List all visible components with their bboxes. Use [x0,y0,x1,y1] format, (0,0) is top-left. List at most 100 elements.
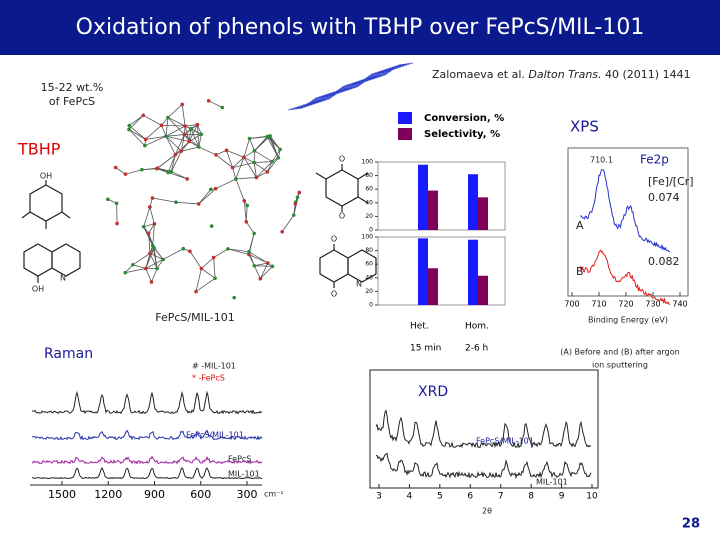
y-tick-label: 60 [365,261,373,268]
framework-link [128,129,146,146]
framework-node [199,266,204,271]
raman-trace [31,466,263,480]
framework-link [145,259,164,269]
y-tick-label: 0 [369,302,373,309]
framework-node [164,134,168,139]
framework-link [198,188,216,205]
framework-link [148,233,151,254]
framework-node [150,196,155,200]
column-label: Hom. [465,322,489,332]
framework-node [143,143,147,148]
atom-label: O [339,155,345,164]
framework-node [143,266,148,271]
framework-node [123,270,128,275]
framework-link [254,161,273,164]
framework-link [167,117,185,135]
framework-link [198,134,202,148]
framework-node [159,123,164,128]
y-tick-label: 40 [365,199,373,206]
framework-link [267,161,273,173]
raman-unit: cm⁻¹ [264,490,284,499]
xps-trace-label: A [576,219,584,232]
framework-link [267,157,279,173]
framework-node [209,187,213,192]
framework-link [157,154,176,169]
framework-link [254,150,273,162]
atom-label: N [60,274,66,283]
xps-title: XPS [570,118,599,136]
x-tick-label: 7 [498,492,504,502]
framework-link [128,115,144,130]
framework-link [215,178,237,190]
framework-link [184,134,200,148]
framework-link [153,247,164,260]
bar [468,239,478,305]
loading-line: 15-22 wt.% [41,81,104,94]
framework-link [128,129,146,140]
y-tick-label: 0 [369,227,373,234]
framework-link [167,117,186,127]
raman-trace [31,455,263,465]
framework-link [235,178,245,201]
framework-node [254,175,259,180]
framework-node [196,202,201,206]
framework-link [213,257,216,279]
quinone-structure: O O [315,155,369,221]
framework-link [227,248,250,253]
raman-title: Raman [44,346,93,362]
framework-link [281,214,295,232]
x-tick-label: 710 [591,300,606,309]
framework-link [175,201,199,205]
framework-link [253,162,268,173]
framework-link [188,128,192,142]
x-tick-label: 3 [376,492,382,502]
framework-link [201,268,216,279]
framework-node [166,115,170,120]
mof-label: FePcS/MIL-101 [155,311,235,324]
framework-link [145,253,151,269]
framework-node [230,165,235,170]
framework-node [183,124,187,128]
panel-frame [377,161,506,231]
framework-node [244,219,249,224]
mof-sphere [106,99,302,300]
panel-frame [377,236,506,306]
framework-link [165,135,182,152]
framework-node [199,132,204,137]
framework-link [243,200,247,222]
framework-link [185,124,198,127]
atom-label: O [331,290,337,299]
quinolinedione-structure: O O N [319,235,377,299]
framework-link [165,135,190,142]
hydroxyquinoline-structure: N OH [23,243,81,294]
framework-node [270,159,274,164]
bar [468,174,478,230]
y-tick-label: 100 [362,234,374,241]
trimethylphenol-structure: OH [21,172,71,229]
framework-link [148,223,155,234]
raman-plot: 1500 1200 900 600 300 [30,390,263,501]
framework-node [195,122,200,127]
framework-node [143,137,148,142]
x-tick-label: 6 [467,492,473,502]
x-tick-label: 5 [437,492,443,502]
framework-link [226,150,233,168]
framework-link [243,157,257,178]
framework-link [149,207,155,224]
raman-legend: # -MIL-101 [192,362,236,371]
xps-plot: 700 710 720 730 740 [564,169,688,309]
oxidant: TBHP [17,140,61,159]
framework-link [170,154,176,172]
y-tick-label: 20 [365,213,373,220]
xrd-trace [375,409,592,449]
framework-node [245,203,250,208]
framework-node [268,134,272,138]
ref-authors: Zalomaeva et al. [432,68,525,81]
framework-link [184,125,190,142]
bar-chart: Conversion, %Selectivity, %0204060801000… [362,112,506,354]
framework-link [254,262,268,267]
framework-link [152,197,177,203]
framework-link [226,149,245,158]
title: Oxidation of phenols with TBHP over FePc… [76,15,645,40]
